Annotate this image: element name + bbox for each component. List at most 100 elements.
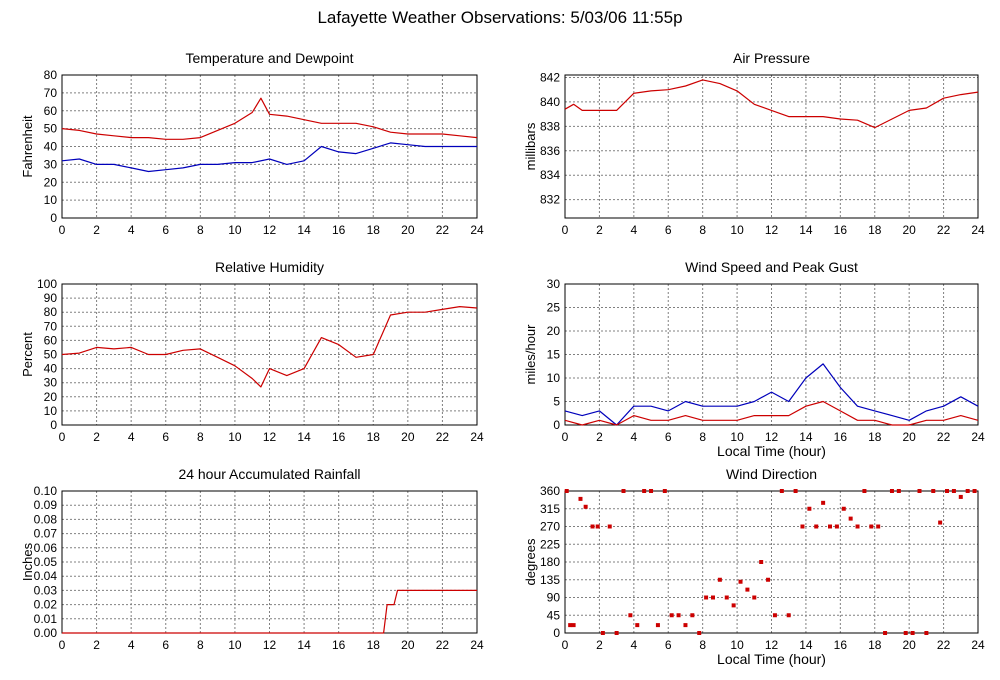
wind-direction-point xyxy=(883,631,888,635)
wind-direction-x-tick-label: 18 xyxy=(868,638,882,652)
wind-direction-point xyxy=(590,524,595,529)
relative-humidity-title: Relative Humidity xyxy=(215,259,324,275)
wind-speed-and-peak-gust-y-tick-label: 30 xyxy=(547,277,561,291)
wind-direction-point xyxy=(786,613,791,618)
temperature-and-dewpoint-x-tick-label: 6 xyxy=(162,223,169,237)
wind-direction-point xyxy=(669,613,674,618)
wind-speed-and-peak-gust-y-tick-label: 0 xyxy=(553,418,560,432)
wind-speed-and-peak-gust-x-tick-label: 4 xyxy=(630,430,637,444)
wind-direction-point xyxy=(766,577,771,582)
temperature-and-dewpoint-x-tick-label: 24 xyxy=(470,223,484,237)
wind-direction-point xyxy=(958,494,963,499)
wind-speed-and-peak-gust-y-tick-label: 10 xyxy=(547,371,561,385)
wind-direction-x-tick-label: 10 xyxy=(730,638,744,652)
temperature-and-dewpoint-x-tick-label: 2 xyxy=(93,223,100,237)
wind-direction-x-tick-label: 24 xyxy=(971,638,985,652)
relative-humidity-x-tick-label: 4 xyxy=(128,430,135,444)
24-hour-accumulated-rainfall-x-tick-label: 22 xyxy=(436,638,450,652)
wind-direction-point xyxy=(628,613,633,618)
wind-direction-point xyxy=(583,504,588,509)
wind-direction-point xyxy=(704,595,709,600)
temperature-and-dewpoint-series-blue-line xyxy=(61,142,477,173)
wind-direction-point xyxy=(772,613,777,618)
wind-speed-and-peak-gust-frame xyxy=(564,283,979,426)
air-pressure-y-tick-label: 842 xyxy=(540,70,560,84)
wind-direction-point xyxy=(841,506,846,511)
wind-direction-point xyxy=(621,489,626,493)
wind-direction-y-tick-label: 135 xyxy=(540,573,560,587)
air-pressure-x-tick-label: 8 xyxy=(699,223,706,237)
wind-direction-x-tick-label: 20 xyxy=(902,638,916,652)
wind-direction-point xyxy=(710,595,715,600)
air-pressure-x-tick-label: 12 xyxy=(765,223,779,237)
wind-direction-point xyxy=(814,524,819,529)
wind-direction-y-tick-label: 0 xyxy=(553,626,560,640)
temperature-and-dewpoint-x-tick-label: 18 xyxy=(367,223,381,237)
24-hour-accumulated-rainfall-x-tick-label: 14 xyxy=(297,638,311,652)
air-pressure-x-tick-label: 20 xyxy=(902,223,916,237)
temperature-and-dewpoint-ylabel: Fahrenheit xyxy=(20,115,35,178)
wind-speed-and-peak-gust-y-tick-label: 20 xyxy=(547,324,561,338)
relative-humidity-y-tick-label: 60 xyxy=(44,333,58,347)
wind-speed-and-peak-gust-y-tick-label: 25 xyxy=(547,301,561,315)
24-hour-accumulated-rainfall-x-tick-label: 16 xyxy=(332,638,346,652)
24-hour-accumulated-rainfall-x-tick-label: 0 xyxy=(59,638,66,652)
relative-humidity-y-tick-label: 90 xyxy=(44,291,58,305)
24-hour-accumulated-rainfall-x-tick-label: 2 xyxy=(93,638,100,652)
air-pressure-y-tick-label: 840 xyxy=(540,95,560,109)
temperature-and-dewpoint-y-tick-label: 60 xyxy=(44,104,58,118)
wind-direction-x-tick-label: 12 xyxy=(765,638,779,652)
air-pressure-y-tick-label: 838 xyxy=(540,119,560,133)
air-pressure-y-tick-label: 832 xyxy=(540,193,560,207)
24-hour-accumulated-rainfall-x-tick-label: 8 xyxy=(197,638,204,652)
relative-humidity-series-red-line xyxy=(61,306,478,388)
relative-humidity-y-tick-label: 40 xyxy=(44,362,58,376)
air-pressure-x-tick-label: 24 xyxy=(971,223,985,237)
24-hour-accumulated-rainfall-y-tick-label: 0.07 xyxy=(34,527,58,541)
wind-direction-point xyxy=(972,489,977,493)
wind-direction-y-tick-label: 315 xyxy=(540,502,560,516)
24-hour-accumulated-rainfall-x-tick-label: 10 xyxy=(228,638,242,652)
air-pressure-title: Air Pressure xyxy=(733,50,810,66)
wind-speed-and-peak-gust-title: Wind Speed and Peak Gust xyxy=(685,259,858,275)
wind-speed-and-peak-gust-y-tick-label: 15 xyxy=(547,348,561,362)
relative-humidity-x-tick-label: 0 xyxy=(59,430,66,444)
relative-humidity-y-tick-label: 0 xyxy=(50,418,57,432)
wind-direction-point xyxy=(807,506,812,511)
relative-humidity-x-tick-label: 12 xyxy=(263,430,277,444)
wind-speed-and-peak-gust-x-tick-label: 22 xyxy=(937,430,951,444)
wind-direction-x-tick-label: 4 xyxy=(630,638,637,652)
air-pressure-x-tick-label: 2 xyxy=(596,223,603,237)
page-title: Lafayette Weather Observations: 5/03/06 … xyxy=(317,8,683,27)
24-hour-accumulated-rainfall-y-tick-label: 0.05 xyxy=(34,555,58,569)
wind-speed-and-peak-gust-xlabel: Local Time (hour) xyxy=(717,443,826,459)
temperature-and-dewpoint-x-tick-label: 4 xyxy=(128,223,135,237)
air-pressure-y-tick-label: 834 xyxy=(540,168,560,182)
wind-direction-point xyxy=(571,623,576,628)
wind-direction-point xyxy=(800,524,805,529)
wind-direction-x-tick-label: 6 xyxy=(665,638,672,652)
wind-direction-point xyxy=(614,631,619,635)
air-pressure-x-tick-label: 22 xyxy=(937,223,951,237)
wind-direction-point xyxy=(697,631,702,635)
wind-direction-point xyxy=(731,603,736,608)
wind-direction-point xyxy=(649,489,654,493)
temperature-and-dewpoint-x-tick-label: 8 xyxy=(197,223,204,237)
relative-humidity-x-tick-label: 24 xyxy=(470,430,484,444)
wind-direction-point xyxy=(607,524,612,529)
24-hour-accumulated-rainfall-y-tick-label: 0.10 xyxy=(34,484,58,498)
wind-speed-and-peak-gust-x-tick-label: 10 xyxy=(730,430,744,444)
24-hour-accumulated-rainfall-y-tick-label: 0.08 xyxy=(34,512,58,526)
relative-humidity-x-tick-label: 10 xyxy=(228,430,242,444)
relative-humidity-y-tick-label: 100 xyxy=(37,277,57,291)
wind-speed-and-peak-gust-x-tick-label: 18 xyxy=(868,430,882,444)
wind-direction-point xyxy=(876,524,881,529)
wind-direction-title: Wind Direction xyxy=(726,466,817,482)
air-pressure-frame xyxy=(564,74,979,219)
wind-direction-point xyxy=(662,489,667,493)
wind-direction-point xyxy=(821,500,826,505)
wind-speed-and-peak-gust-x-tick-label: 14 xyxy=(799,430,813,444)
wind-direction-y-tick-label: 45 xyxy=(547,608,561,622)
